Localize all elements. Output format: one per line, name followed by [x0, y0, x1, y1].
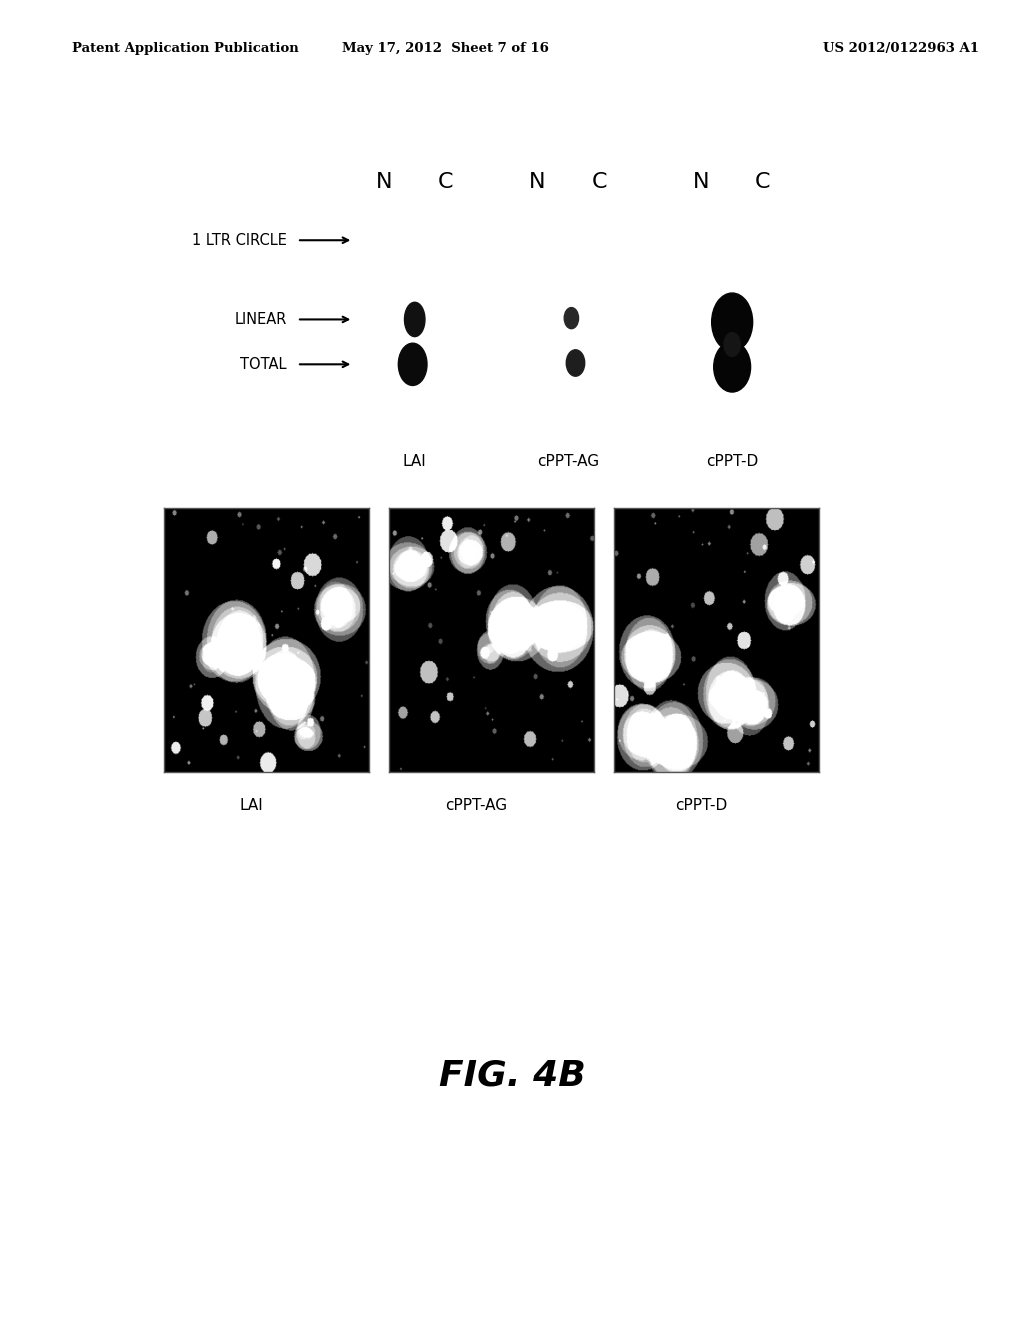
- Ellipse shape: [566, 350, 585, 376]
- Text: LINEAR: LINEAR: [234, 312, 287, 327]
- Text: LAI: LAI: [239, 797, 263, 813]
- Text: N: N: [376, 172, 392, 193]
- Text: FIG. 4A: FIG. 4A: [438, 524, 586, 558]
- Text: LAI: LAI: [402, 454, 427, 470]
- Text: 1 LTR CIRCLE: 1 LTR CIRCLE: [191, 232, 287, 248]
- Ellipse shape: [712, 293, 753, 351]
- Text: TOTAL: TOTAL: [241, 356, 287, 372]
- Text: cPPT-D: cPPT-D: [675, 797, 728, 813]
- Text: May 17, 2012  Sheet 7 of 16: May 17, 2012 Sheet 7 of 16: [342, 42, 549, 55]
- Text: cPPT-D: cPPT-D: [706, 454, 759, 470]
- Text: US 2012/0122963 A1: US 2012/0122963 A1: [823, 42, 979, 55]
- Text: N: N: [529, 172, 546, 193]
- Text: cPPT-AG: cPPT-AG: [538, 454, 599, 470]
- Text: cPPT-AG: cPPT-AG: [445, 797, 507, 813]
- Text: C: C: [437, 172, 454, 193]
- Ellipse shape: [724, 333, 740, 356]
- Text: N: N: [693, 172, 710, 193]
- Text: Patent Application Publication: Patent Application Publication: [72, 42, 298, 55]
- Text: FIG. 4B: FIG. 4B: [438, 1059, 586, 1093]
- Ellipse shape: [714, 342, 751, 392]
- Ellipse shape: [564, 308, 579, 329]
- Ellipse shape: [404, 302, 425, 337]
- Ellipse shape: [398, 343, 427, 385]
- Text: C: C: [755, 172, 771, 193]
- Text: C: C: [591, 172, 607, 193]
